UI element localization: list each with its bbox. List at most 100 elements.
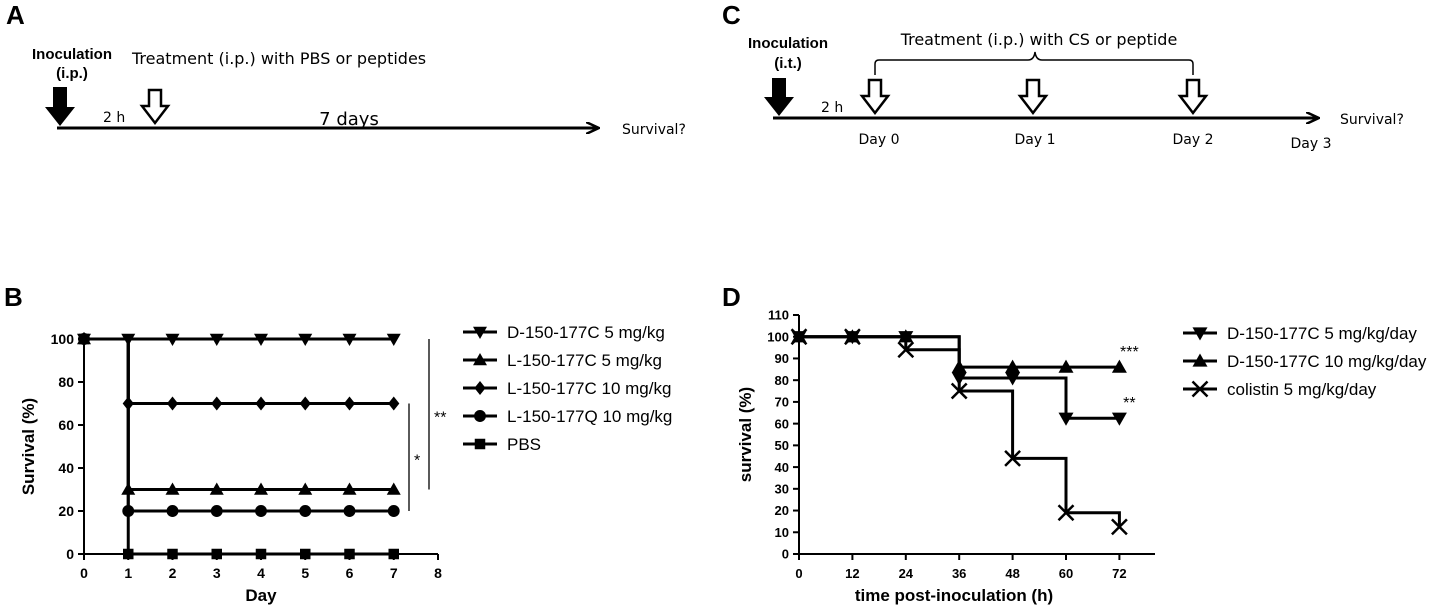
inoculation-label-line1: Inoculation — [32, 46, 112, 63]
data-point — [1057, 504, 1075, 522]
x-tick-label: 60 — [1059, 566, 1073, 581]
data-point — [342, 333, 357, 346]
data-point — [386, 333, 401, 346]
data-point — [165, 333, 180, 346]
data-point — [844, 328, 861, 346]
panel-label-b: B — [4, 282, 23, 312]
x-tick-label: 0 — [795, 566, 802, 581]
data-point — [255, 396, 267, 411]
y-tick-label: 50 — [775, 438, 789, 453]
legend-marker — [473, 326, 487, 339]
legend-marker — [1192, 327, 1208, 341]
x-tick-label: 36 — [952, 566, 966, 581]
data-point — [298, 333, 313, 346]
data-point — [388, 396, 400, 411]
y-tick-label: 110 — [768, 308, 789, 323]
data-point — [166, 396, 179, 411]
data-point — [342, 482, 357, 495]
data-point — [1005, 372, 1021, 386]
data-point — [211, 396, 223, 411]
data-point — [123, 548, 134, 560]
data-point — [299, 396, 311, 411]
inoculation-label-line1: Inoculation — [748, 35, 828, 52]
data-point — [950, 382, 968, 400]
data-point — [78, 333, 90, 345]
y-tick-label: 40 — [58, 460, 74, 476]
significance-label: ** — [1123, 395, 1135, 412]
data-point — [166, 505, 179, 517]
x-tick-label: 0 — [80, 565, 88, 581]
y-tick-label: 0 — [66, 546, 74, 562]
y-tick-label: 20 — [58, 503, 74, 519]
y-tick-label: 10 — [775, 525, 789, 540]
y-tick-label: 100 — [51, 331, 75, 347]
data-point — [254, 482, 268, 495]
y-tick-label: 30 — [775, 481, 789, 496]
data-point — [209, 333, 224, 346]
data-point — [255, 505, 267, 517]
legend-label: L-150-177C 5 mg/kg — [507, 351, 662, 370]
x-tick-label: 6 — [346, 565, 354, 581]
series-line — [84, 337, 394, 491]
y-axis-label: survival (%) — [736, 387, 755, 482]
panel-label-d: D — [722, 282, 741, 312]
significance-label: *** — [1120, 344, 1139, 361]
legend-marker — [474, 381, 486, 395]
y-tick-label: 80 — [775, 373, 789, 388]
legend-label: D-150-177C 10 mg/kg/day — [1227, 352, 1427, 371]
inoculation-label-line2: (i.p.) — [56, 65, 88, 82]
data-point — [167, 548, 178, 560]
x-tick-label: 48 — [1005, 566, 1019, 581]
x-tick-label: 7 — [390, 565, 398, 581]
y-tick-label: 100 — [767, 329, 789, 344]
x-tick-label: 72 — [1112, 566, 1126, 581]
series-line — [84, 337, 394, 405]
data-point — [300, 548, 311, 560]
series-line — [84, 337, 394, 513]
data-point — [298, 482, 313, 495]
day-label: Day 2 — [1172, 132, 1213, 148]
delay-label: 2 h — [821, 100, 843, 116]
legend-label: D-150-177C 5 mg/kg/day — [1227, 324, 1417, 343]
day-label: Day 0 — [858, 132, 899, 148]
outcome-label-c: Survival? — [1340, 112, 1404, 128]
treatment-bracket — [874, 51, 1194, 75]
panel-c-schematic: C Inoculation (i.t.) Treatment (i.p.) wi… — [722, 0, 1404, 152]
y-tick-label: 40 — [775, 460, 789, 475]
treatment-label: Treatment (i.p.) with PBS or peptides — [131, 49, 426, 68]
x-tick-label: 2 — [169, 565, 177, 581]
data-point — [210, 505, 223, 517]
inoculation-arrow-icon — [45, 87, 75, 126]
data-point — [211, 548, 222, 560]
x-tick-label: 5 — [301, 565, 309, 581]
legend-label: D-150-177C 5 mg/kg — [507, 323, 665, 342]
treatment-arrow-icon — [139, 88, 171, 126]
data-point — [209, 482, 224, 495]
data-point — [1058, 359, 1074, 373]
data-point — [1111, 412, 1127, 426]
data-point — [386, 482, 401, 495]
data-point — [1005, 359, 1021, 373]
duration-label: 7 days — [319, 109, 379, 130]
legend-label: PBS — [507, 435, 541, 454]
data-point — [299, 505, 312, 517]
legend-label: L-150-177C 10 mg/kg — [507, 379, 671, 398]
legend-marker — [474, 438, 486, 450]
panel-label-c: C — [722, 0, 741, 30]
series-line — [799, 335, 1121, 527]
y-tick-label: 60 — [775, 416, 789, 431]
delay-label: 2 h — [103, 110, 125, 126]
data-point — [1058, 412, 1074, 426]
series-line — [84, 337, 394, 556]
inoculation-label-line2: (i.t.) — [774, 55, 802, 72]
data-point — [1111, 359, 1127, 373]
x-tick-label: 3 — [213, 565, 221, 581]
day-label: Day 3 — [1290, 136, 1331, 152]
x-axis-label: time post-inoculation (h) — [855, 586, 1053, 605]
day-label: Day 1 — [1014, 132, 1055, 148]
treatment-arrow-icon — [1177, 78, 1209, 116]
legend-marker — [474, 410, 486, 422]
panel-a-schematic: A Inoculation (i.p.) Treatment (i.p.) wi… — [6, 0, 686, 138]
